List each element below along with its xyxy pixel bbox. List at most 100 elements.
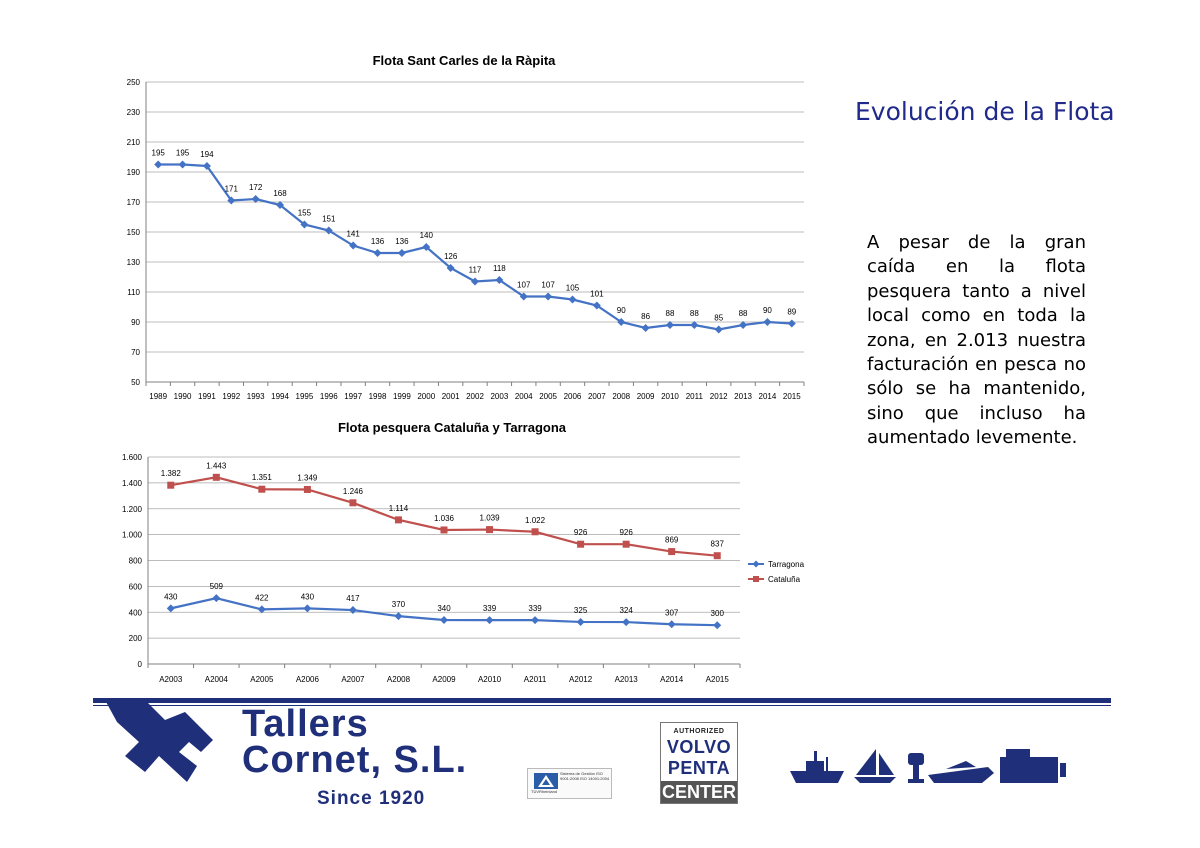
data-point	[440, 526, 448, 534]
y-tick-label: 110	[127, 288, 140, 297]
x-tick-label: 2000	[417, 392, 435, 401]
data-label: 926	[619, 528, 633, 537]
data-label: 126	[444, 252, 458, 261]
data-point	[303, 604, 312, 613]
y-tick-label: 90	[131, 318, 140, 327]
company-name-line1: Tallers	[242, 703, 369, 745]
data-point	[544, 292, 553, 301]
vp-brand-line1: VOLVO	[666, 737, 732, 757]
data-label: 422	[255, 593, 269, 602]
data-label: 172	[249, 183, 263, 192]
data-point	[178, 160, 187, 169]
data-point	[568, 295, 577, 304]
description-text: A pesar de la gran caída en la flota pes…	[867, 232, 1086, 449]
data-point	[154, 160, 163, 169]
data-point	[373, 249, 382, 257]
data-label: 325	[574, 606, 588, 615]
data-label: 141	[346, 230, 360, 239]
data-label: 168	[273, 189, 287, 198]
x-tick-label: 2004	[515, 392, 533, 401]
data-label: 339	[528, 604, 542, 613]
data-label: 1.036	[434, 514, 455, 523]
legend-label: Tarragona	[768, 560, 805, 569]
data-label: 195	[176, 149, 190, 158]
legend-label: Cataluña	[768, 575, 801, 584]
data-point	[324, 226, 333, 235]
data-label: 195	[152, 149, 166, 158]
data-point	[486, 526, 494, 534]
y-tick-label: 800	[129, 557, 143, 566]
data-label: 1.351	[252, 473, 273, 482]
iso-certification-badge: Sistema de Gestión ISO 9001:2008 ISO 140…	[527, 768, 612, 799]
data-point	[713, 621, 722, 630]
data-point	[394, 516, 402, 524]
data-point	[397, 249, 406, 257]
data-label: 107	[517, 281, 531, 290]
x-tick-label: A2008	[387, 675, 411, 684]
x-tick-label: 2009	[637, 392, 655, 401]
data-label: 300	[711, 609, 725, 618]
y-tick-label: 70	[131, 348, 140, 357]
data-label: 105	[566, 284, 580, 293]
x-tick-label: 2014	[759, 392, 777, 401]
y-tick-label: 210	[127, 138, 141, 147]
x-tick-label: 2010	[661, 392, 679, 401]
data-point	[212, 473, 220, 481]
x-tick-label: A2010	[478, 675, 502, 684]
data-point	[576, 617, 585, 626]
data-point	[665, 321, 674, 329]
x-tick-label: 2005	[539, 392, 557, 401]
data-label: 90	[617, 306, 626, 315]
data-label: 837	[711, 540, 725, 549]
chart-title: Flota Sant Carles de la Ràpita	[373, 53, 557, 68]
x-tick-label: 1990	[174, 392, 192, 401]
engine-icon	[1000, 749, 1066, 783]
data-point	[166, 604, 175, 613]
data-point	[276, 201, 285, 209]
x-tick-label: 2002	[466, 392, 484, 401]
x-tick-label: 1995	[296, 392, 314, 401]
footer-divider	[93, 698, 1111, 703]
data-point	[257, 605, 266, 614]
data-point	[763, 318, 772, 326]
data-point	[787, 319, 796, 328]
data-label: 118	[493, 264, 506, 273]
y-tick-label: 130	[127, 258, 141, 267]
y-tick-label: 150	[127, 228, 141, 237]
data-label: 101	[590, 290, 604, 299]
x-tick-label: A2005	[250, 675, 274, 684]
x-tick-label: A2003	[159, 675, 183, 684]
data-point	[258, 485, 266, 493]
data-point	[167, 481, 175, 489]
data-point	[227, 196, 236, 205]
data-label: 117	[469, 266, 482, 275]
y-tick-label: 1.000	[122, 531, 143, 540]
x-tick-label: A2004	[205, 675, 229, 684]
data-point	[519, 292, 528, 301]
data-label: 1.382	[161, 469, 182, 478]
data-point	[690, 321, 699, 329]
data-label: 136	[371, 237, 385, 246]
data-label: 85	[714, 314, 723, 323]
y-tick-label: 190	[127, 168, 141, 177]
x-tick-label: 2011	[686, 392, 704, 401]
data-label: 107	[541, 281, 555, 290]
x-tick-label: A2007	[341, 675, 365, 684]
data-label: 90	[763, 306, 772, 315]
data-point	[592, 301, 601, 310]
fishing-boat-icon	[790, 751, 844, 783]
x-tick-label: 2008	[612, 392, 630, 401]
boats-icon-strip	[790, 749, 1066, 783]
data-point	[531, 528, 539, 536]
legend-marker	[753, 576, 759, 582]
x-tick-label: 1989	[149, 392, 167, 401]
data-label: 370	[392, 600, 406, 609]
data-label: 136	[395, 237, 409, 246]
data-point	[713, 552, 721, 560]
data-point	[485, 616, 494, 625]
x-tick-label: 1991	[198, 392, 216, 401]
data-point	[202, 162, 211, 170]
data-point	[440, 616, 448, 625]
data-label: 430	[164, 592, 178, 601]
data-point	[471, 277, 479, 286]
